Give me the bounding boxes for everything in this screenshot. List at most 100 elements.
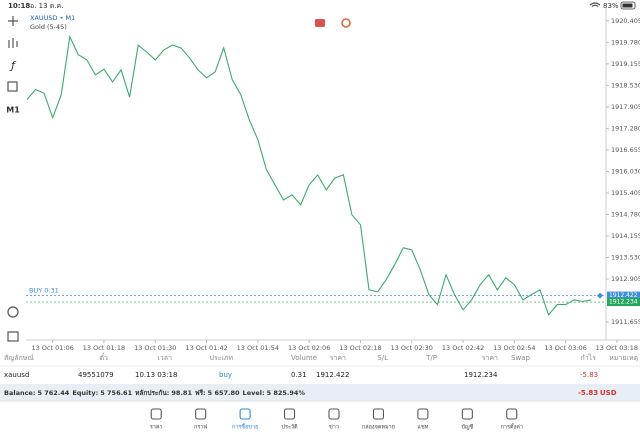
column-header: หมายเหตุ: [609, 354, 638, 362]
cell-time[interactable]: 10.13 03:18: [135, 371, 177, 379]
new-order-tool[interactable]: [7, 331, 19, 342]
price-chart: 1920.405 1919.780 1919.155 1918.530 1917.905…: [26, 17, 640, 352]
tab-icon[interactable]: [506, 408, 518, 420]
signal-button[interactable]: [341, 18, 351, 28]
column-header: Swap: [511, 354, 530, 362]
account-value: 5 762.44: [37, 389, 69, 397]
wifi-icon: [589, 2, 601, 7]
tab-label[interactable]: การตั้งค่า: [501, 423, 523, 431]
y-tick-label: 1919.780: [611, 38, 640, 46]
y-tick-label: 1917.905: [611, 103, 640, 111]
price-line: [26, 34, 592, 317]
tab-label[interactable]: การซื้อขาย: [232, 423, 258, 431]
tab-icon[interactable]: [417, 408, 429, 420]
status-time: 10:18: [8, 2, 30, 10]
crosshair-tool[interactable]: [8, 16, 18, 26]
y-tick-label: 1916.030: [611, 167, 640, 175]
y-tick-label: 1914.780: [611, 210, 640, 218]
account-summary: Balance: 5 762.44 Equity: 5 756.61 หลักประกั…: [4, 389, 617, 397]
column-header: เวลา: [157, 354, 172, 362]
price-tag: [607, 298, 640, 307]
price-level-label: BUY 0.31: [29, 287, 59, 295]
cell-current-price[interactable]: 1912.234: [464, 371, 498, 379]
account-value: 5 657.80: [208, 389, 240, 397]
chart-type-tool[interactable]: [8, 38, 18, 48]
tab-icon[interactable]: [461, 408, 473, 420]
left-toolbar: ƒ M1: [6, 16, 20, 342]
account-label: Level:: [243, 389, 265, 397]
total-profit: -5.83: [578, 389, 598, 397]
battery-fill: [622, 3, 633, 8]
column-header: S/L: [377, 354, 388, 362]
column-header: สัญลักษณ์: [4, 354, 34, 362]
battery-icon: [620, 1, 636, 10]
column-header: Volume: [291, 354, 317, 362]
account-label: ฟรี:: [195, 389, 206, 397]
x-tick-label: 13 Oct 01:06: [31, 344, 73, 352]
x-tick-label: 13 Oct 03:06: [544, 344, 586, 352]
cell-profit[interactable]: -5.83: [580, 371, 598, 379]
account-label: หลักประกัน:: [135, 389, 169, 397]
tab-icon[interactable]: [239, 408, 251, 420]
y-tick-label: 1914.155: [611, 232, 640, 240]
currency: USD: [600, 389, 617, 397]
battery-level: 83%: [603, 2, 619, 10]
tab-label[interactable]: กราฟ: [194, 424, 207, 431]
y-tick-label: 1912.905: [611, 275, 640, 283]
x-tick-label: 13 Oct 01:18: [83, 344, 125, 352]
cell-type[interactable]: buy: [219, 371, 232, 379]
cell-ticket[interactable]: 49551079: [78, 371, 114, 379]
price-tag: [607, 291, 640, 300]
objects-tool[interactable]: [7, 81, 18, 92]
price-tag-label: 1912.422: [609, 292, 638, 299]
indicators-tool[interactable]: ƒ: [9, 59, 17, 72]
x-tick-label: 13 Oct 02:54: [493, 344, 535, 352]
tab-icon[interactable]: [372, 408, 384, 420]
column-header: กำไร: [581, 353, 597, 362]
tab-label[interactable]: แชท: [417, 424, 428, 431]
column-header: T/P: [425, 354, 437, 362]
column-header: ราคา: [330, 354, 346, 362]
price-tag-label: 1912.234: [609, 299, 638, 306]
y-tick-label: 1919.155: [611, 60, 640, 68]
tab-icon[interactable]: [284, 408, 296, 420]
account-value: 5 825.94%: [267, 389, 306, 397]
y-tick-label: 1917.280: [611, 124, 640, 132]
account-value: 98.81: [171, 389, 192, 397]
tab-label[interactable]: ข่าว: [329, 425, 339, 431]
x-tick-label: 13 Oct 01:54: [237, 344, 279, 352]
column-header: ประเภท: [209, 354, 233, 362]
bottom-nav: ราคา กราฟ การซื้อขาย ประวัติ ข่าว กล่องจดหมาย…: [150, 408, 523, 431]
x-tick-label: 13 Oct 02:30: [391, 344, 433, 352]
x-tick-label: 13 Oct 03:18: [596, 344, 638, 352]
tab-icon[interactable]: [195, 408, 207, 420]
y-tick-label: 1916.655: [611, 146, 640, 154]
account-label: Equity:: [72, 389, 98, 397]
y-tick-label: 1920.405: [611, 17, 640, 25]
tab-label[interactable]: กล่องจดหมาย: [362, 425, 395, 431]
column-header: ราคา: [482, 354, 498, 362]
account-label: Balance:: [4, 389, 35, 397]
chart-subtitle: Gold (5-45): [30, 23, 67, 31]
x-tick-label: 13 Oct 02:42: [442, 344, 484, 352]
cell-price[interactable]: 1912.422: [316, 371, 349, 379]
cell-volume[interactable]: 0.31: [291, 371, 307, 379]
tab-label[interactable]: บัญชี: [461, 424, 473, 431]
x-tick-label: 13 Oct 02:18: [339, 344, 381, 352]
tab-label[interactable]: ประวัติ: [282, 424, 298, 431]
y-tick-label: 1918.530: [611, 81, 640, 89]
tab-icon[interactable]: [150, 408, 162, 420]
trade-tool[interactable]: [7, 306, 19, 318]
account-bar: [0, 384, 640, 401]
x-tick-label: 13 Oct 01:42: [185, 344, 227, 352]
cell-symbol[interactable]: xauusd: [4, 371, 29, 379]
tab-label[interactable]: ราคา: [150, 425, 163, 431]
status-date: อ. 13 ต.ค.: [30, 2, 63, 10]
one-click-button[interactable]: [315, 19, 325, 27]
y-tick-label: 1915.405: [611, 189, 640, 197]
timeframe-button[interactable]: M1: [6, 106, 20, 115]
tab-icon[interactable]: [328, 408, 340, 420]
positions-table: สัญลักษณ์ ตั๋ว เวลา ประเภท Volume ราคา S/L T/P ร…: [0, 353, 640, 379]
column-header: ตั๋ว: [100, 353, 109, 362]
